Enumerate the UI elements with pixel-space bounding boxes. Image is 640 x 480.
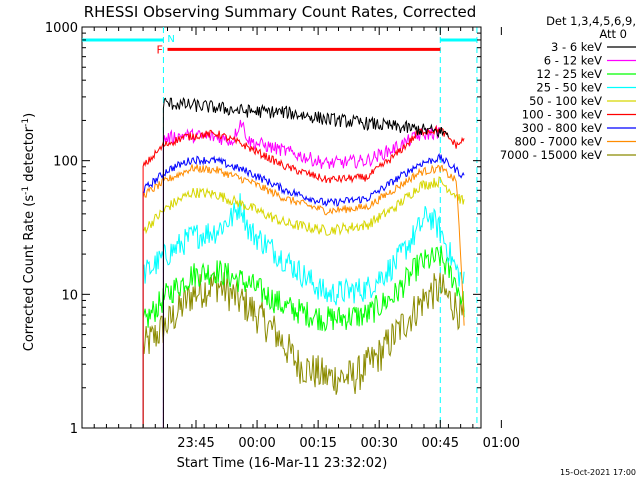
y-tick-label: 10 [61, 288, 78, 303]
x-axis-label: Start Time (16-Mar-11 23:32:02) [177, 456, 388, 471]
y-tick-label: 1 [70, 422, 78, 437]
legend-label: 300 - 800 keV [522, 121, 602, 135]
series-line [142, 193, 465, 428]
series-line [142, 176, 465, 428]
x-tick-label: 00:15 [299, 436, 336, 451]
chart-title: RHESSI Observing Summary Count Rates, Co… [84, 3, 477, 21]
y-tick-label: 1000 [45, 21, 78, 36]
series-line [162, 96, 449, 428]
y-label-mid: detector [22, 126, 37, 186]
y-tick-label: 100 [53, 155, 78, 170]
y-label-end: ) [22, 113, 37, 118]
x-tick-label: 01:00 [483, 436, 520, 451]
legend-label: 50 - 100 keV [529, 94, 602, 108]
legend-label: 800 - 7000 keV [514, 135, 602, 149]
y-label-main: Corrected Count Rate (s [22, 195, 37, 352]
y-label-sup2: -1 [21, 118, 31, 127]
footer-date: 15-Oct-2021 17:00 [560, 468, 636, 477]
plot-frame [81, 26, 482, 429]
series-line [142, 152, 465, 428]
series-line [142, 125, 465, 428]
x-tick-label: 00:30 [360, 436, 397, 451]
y-axis-label: Corrected Count Rate (s-1 detector-1) [21, 113, 37, 351]
legend-label: 12 - 25 keV [536, 67, 602, 81]
legend-label: 7000 - 15000 keV [500, 148, 602, 162]
legend-label: 25 - 50 keV [536, 81, 602, 95]
night-marker-label: N [167, 34, 174, 45]
flare-marker-label: F [157, 43, 163, 56]
legend-header-2: Att 0 [599, 27, 627, 41]
series-line [142, 271, 465, 428]
y-label-sup1: -1 [21, 186, 31, 195]
x-tick-label: 00:00 [238, 436, 275, 451]
legend-header-1: Det 1,3,4,5,6,9, [546, 14, 636, 28]
series-line [142, 164, 465, 428]
legend-label: 100 - 300 keV [522, 108, 602, 122]
legend-label: 6 - 12 keV [544, 54, 602, 68]
x-tick-label: 23:45 [177, 436, 214, 451]
series-line [142, 245, 465, 428]
legend-label: 3 - 6 keV [551, 40, 602, 54]
x-tick-label: 00:45 [422, 436, 459, 451]
